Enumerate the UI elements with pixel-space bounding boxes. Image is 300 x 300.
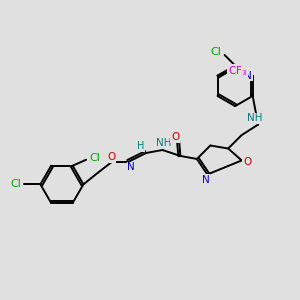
Text: O: O [243, 157, 251, 167]
Text: N: N [244, 70, 252, 81]
Text: Cl: Cl [89, 153, 100, 163]
Text: N: N [202, 175, 210, 185]
Text: Cl: Cl [211, 47, 222, 57]
Text: CF$_3$: CF$_3$ [228, 64, 247, 78]
Text: Cl: Cl [10, 179, 21, 189]
Text: NH: NH [248, 113, 263, 123]
Text: N: N [127, 162, 135, 172]
Text: NH: NH [156, 138, 172, 148]
Text: O: O [171, 133, 179, 142]
Text: H: H [137, 141, 144, 152]
Text: O: O [108, 152, 116, 163]
